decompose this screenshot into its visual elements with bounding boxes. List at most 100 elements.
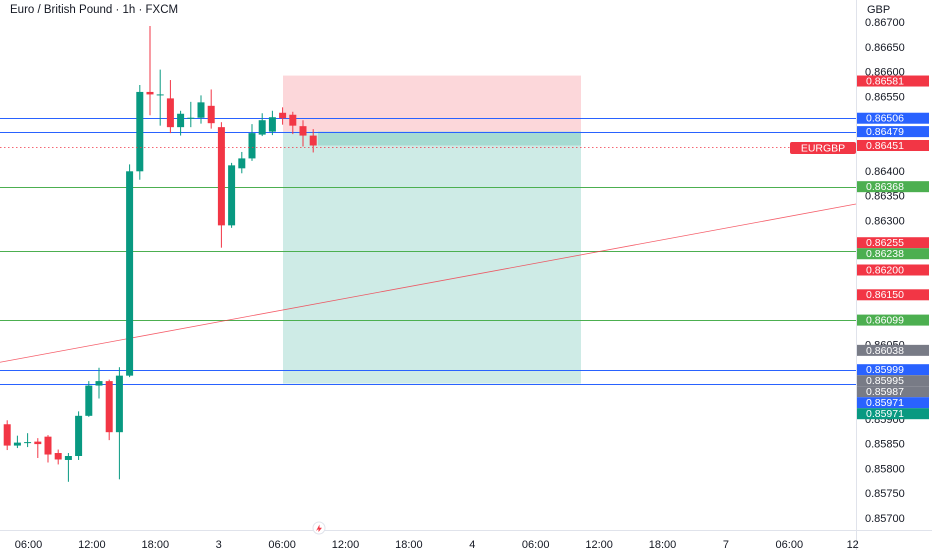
time-tick-label: 12 xyxy=(847,539,859,550)
price-label-bg xyxy=(857,126,929,138)
price-label-text: 0.86506 xyxy=(866,113,904,125)
candle xyxy=(75,411,83,460)
candle xyxy=(268,110,276,136)
price-label-bg xyxy=(857,75,929,87)
price-label-text: 0.86200 xyxy=(866,264,904,276)
symbol-badge-bg xyxy=(790,142,856,154)
price-tick-label: 0.85750 xyxy=(865,488,905,500)
candle xyxy=(248,124,256,161)
price-label-bg xyxy=(857,314,929,326)
price-label-text: 0.86150 xyxy=(866,289,904,301)
candle-body xyxy=(64,456,72,460)
time-tick-label: 06:00 xyxy=(522,539,550,550)
bar-countdown: 48:53 xyxy=(864,150,889,161)
candle-body xyxy=(177,113,185,128)
candle xyxy=(24,433,32,448)
price-label-badge: 0.85995 xyxy=(857,375,929,387)
time-tick-label: 12:00 xyxy=(332,539,360,550)
candle xyxy=(115,367,123,480)
candle xyxy=(197,95,205,124)
price-label-badge: 0.86150 xyxy=(857,289,929,301)
price-tick-label: 0.85700 xyxy=(865,513,905,525)
trend-line xyxy=(0,203,857,363)
candle xyxy=(64,453,72,482)
symbol-badge: EURGBP xyxy=(790,142,856,155)
candle-body xyxy=(13,442,21,446)
candle xyxy=(279,107,287,125)
price-label-text: 0.85999 xyxy=(866,364,904,376)
candle-body xyxy=(34,441,42,445)
candle-body xyxy=(24,442,32,444)
price-tick-label: 0.86550 xyxy=(865,91,905,103)
candle-body xyxy=(228,165,236,226)
price-label-badge: 0.85999 xyxy=(857,364,929,376)
time-axis[interactable]: 06:00 12:00 18:00 3 06:00 12:00 18:00 4 06:00 12:… xyxy=(15,539,859,550)
candle-body xyxy=(75,415,83,456)
price-label-badge: 0.86099 xyxy=(857,314,929,326)
price-label-badge: 0.86255 xyxy=(857,237,929,249)
currency-label[interactable]: GBP xyxy=(867,4,890,16)
price-label-bg xyxy=(857,248,929,260)
price-label-text: 0.85971 xyxy=(866,397,904,409)
price-label-bg xyxy=(857,181,929,193)
candle-body xyxy=(105,381,113,433)
price-label-bg xyxy=(857,140,929,152)
price-label-text: 0.86451 xyxy=(866,140,904,152)
candle-body xyxy=(309,135,317,146)
candle xyxy=(258,113,266,137)
candle xyxy=(3,420,11,451)
price-tick-label: 0.86300 xyxy=(865,215,905,227)
time-tick-label: 06:00 xyxy=(268,539,296,550)
price-label-badge: 0.86451 xyxy=(857,140,929,152)
time-tick-label: 18:00 xyxy=(395,539,423,550)
time-tick-label: 18:00 xyxy=(142,539,170,550)
candle xyxy=(85,381,93,417)
chart-title: Euro / British Pound · 1h · FXCM xyxy=(10,4,178,16)
price-tick-label: 0.86700 xyxy=(865,17,905,29)
price-label-text: 0.86479 xyxy=(866,126,904,138)
price-label-text: 0.85987 xyxy=(866,386,904,398)
candle-body xyxy=(197,102,205,118)
candle-body xyxy=(156,94,164,96)
candle-body xyxy=(279,112,287,119)
candles xyxy=(3,25,317,482)
price-label-text: 0.86581 xyxy=(866,75,904,87)
price-label-badge: 0.86200 xyxy=(857,264,929,276)
candle-body xyxy=(95,381,103,386)
candle-body xyxy=(268,117,276,132)
candle-body xyxy=(187,117,195,119)
take-profit-zone[interactable] xyxy=(283,131,581,384)
time-tick-label: 4 xyxy=(469,539,475,550)
candle-body xyxy=(3,424,11,446)
price-label-badge: 0.86479 xyxy=(857,126,929,138)
candle-body xyxy=(44,436,52,455)
candle xyxy=(44,435,52,463)
price-label-badge: 0.85987 xyxy=(857,386,929,398)
time-tick-label: 12:00 xyxy=(585,539,613,550)
candle-body xyxy=(146,91,154,95)
candle xyxy=(156,69,164,126)
tradingview-logo-icon[interactable] xyxy=(312,521,326,535)
candle xyxy=(126,164,134,378)
price-label-text: 0.85971 xyxy=(866,408,904,420)
candle-body xyxy=(258,120,266,135)
candle-body xyxy=(248,133,256,159)
price-tick-label: 0.86650 xyxy=(865,42,905,54)
candle-body xyxy=(115,375,123,433)
candle xyxy=(187,101,195,128)
price-label-badge: 0.86506 xyxy=(857,113,929,125)
price-label-bg xyxy=(857,264,929,276)
candle xyxy=(13,435,21,449)
time-tick-label: 18:00 xyxy=(649,539,677,550)
price-label-bg xyxy=(857,386,929,398)
symbol-badge-label: EURGBP xyxy=(801,143,845,155)
price-label-text: 0.86368 xyxy=(866,181,904,193)
candle-body xyxy=(217,127,225,226)
stop-loss-zone[interactable] xyxy=(283,75,581,132)
candle xyxy=(166,80,174,134)
position-tool[interactable] xyxy=(283,75,581,384)
time-tick-label: 06:00 xyxy=(15,539,43,550)
